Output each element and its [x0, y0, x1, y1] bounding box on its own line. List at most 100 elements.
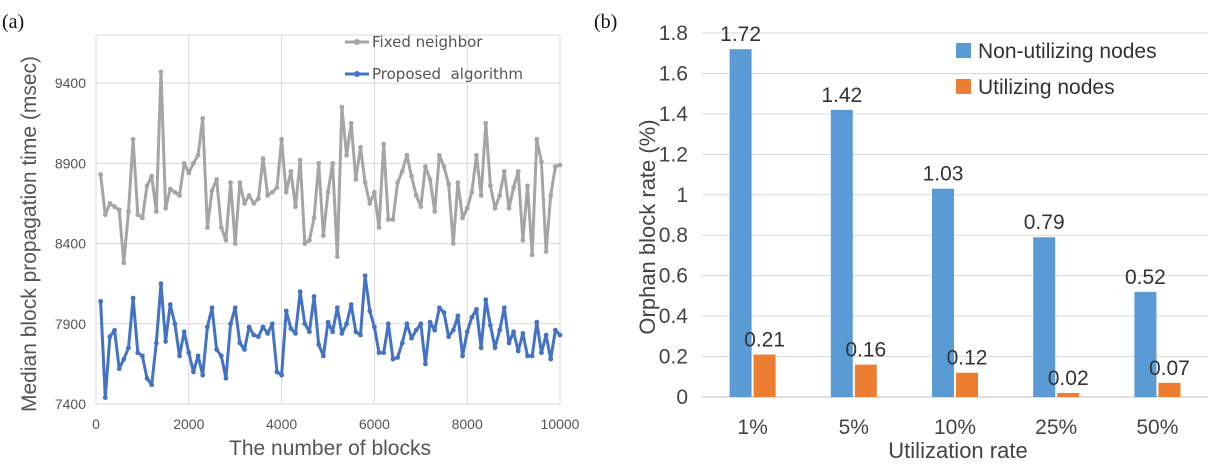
- fixed-neighbor-point: [399, 168, 405, 174]
- proposed-algorithm-point: [395, 355, 400, 360]
- proposed-algorithm-line: [99, 274, 562, 400]
- panel-b-y-tick-label: 1.6: [659, 62, 688, 85]
- proposed-algorithm-point: [237, 340, 243, 346]
- panel-a-legend-label: Proposed algorithm: [372, 65, 523, 83]
- fixed-neighbor-point: [265, 193, 271, 198]
- proposed-algorithm-point: [232, 305, 238, 311]
- proposed-algorithm-point: [172, 321, 178, 327]
- proposed-algorithm-point: [548, 356, 554, 362]
- panel-b-x-axis-label: Utilization rate: [888, 438, 1027, 463]
- fixed-neighbor-point: [362, 180, 368, 186]
- proposed-algorithm-point: [135, 350, 141, 356]
- fixed-neighbor-point: [511, 185, 516, 190]
- proposed-algorithm-point: [474, 306, 479, 312]
- panel-b-category-label: 50%: [1136, 416, 1178, 439]
- panel-a-legend: Fixed neighbor Proposed algorithm: [345, 33, 523, 83]
- proposed-algorithm-point: [214, 347, 220, 352]
- proposed-algorithm-point: [177, 353, 182, 359]
- panel-b-y-ticks: 0 0.2 0.4 0.6 0.8 1 1.2 1.4 1.6 1.8: [659, 22, 689, 409]
- proposed-algorithm-point: [302, 321, 308, 327]
- panel-b-category-label: 10%: [934, 416, 976, 439]
- fixed-neighbor-point: [116, 207, 122, 213]
- proposed-algorithm-point: [293, 331, 298, 336]
- panel-b-y-tick-label: 0: [676, 386, 688, 409]
- panel-b-y-tick-label: 1.8: [659, 22, 688, 45]
- panel-a-x-tick-label: 8000: [452, 416, 483, 432]
- fixed-neighbor-point: [520, 237, 526, 243]
- proposed-algorithm-point: [432, 327, 438, 333]
- proposed-algorithm-point: [492, 345, 498, 351]
- fixed-neighbor-point: [228, 180, 233, 186]
- proposed-algorithm-point: [515, 348, 521, 354]
- utilizing-data-label: 0.12: [947, 347, 988, 370]
- fixed-neighbor-point: [515, 168, 521, 174]
- proposed-algorithm-point: [325, 319, 331, 325]
- fixed-neighbor-point: [325, 189, 331, 195]
- non-utilizing-data-label: 0.79: [1024, 211, 1065, 234]
- fixed-neighbor-point: [256, 196, 261, 202]
- fixed-neighbor-point: [548, 193, 554, 198]
- fixed-neighbor-point: [525, 183, 530, 189]
- proposed-algorithm-point: [520, 331, 526, 336]
- panel-b-category-label: 1%: [737, 416, 767, 439]
- proposed-algorithm-point: [543, 332, 549, 338]
- proposed-algorithm-point: [144, 375, 150, 381]
- proposed-algorithm-point: [344, 321, 349, 327]
- fixed-neighbor-point: [488, 183, 493, 189]
- fixed-neighbor-point: [353, 176, 359, 182]
- proposed-algorithm-point: [529, 353, 535, 359]
- proposed-algorithm-point: [126, 345, 131, 351]
- fixed-neighbor-point: [149, 173, 155, 179]
- fixed-neighbor-point: [260, 156, 266, 161]
- proposed-algorithm-point: [460, 353, 465, 359]
- fixed-neighbor-point: [98, 172, 104, 177]
- proposed-algorithm-point: [362, 273, 368, 279]
- proposed-algorithm-point: [353, 329, 359, 335]
- proposed-algorithm-point: [367, 308, 373, 314]
- fixed-neighbor-point: [293, 204, 298, 210]
- panel-a-y-tick-label: 7900: [55, 316, 86, 332]
- fixed-neighbor-point: [214, 176, 220, 182]
- fixed-neighbor-point: [316, 160, 322, 166]
- proposed-algorithm-point: [112, 327, 117, 333]
- panel-a-plot-frame: [95, 34, 561, 405]
- non-utilizing-data-label: 1.42: [821, 84, 862, 107]
- panel-b-chart: (b) 0 0.2 0.4 0.6 0.8 1 1.2 1.4 1.6 1.8 1% 5% 10% 25…: [594, 11, 1208, 463]
- fixed-neighbor-point: [242, 201, 247, 206]
- fixed-neighbor-point: [107, 201, 113, 206]
- panel-a-x-tick-label: 10000: [541, 416, 580, 432]
- proposed-algorithm-point: [506, 340, 512, 346]
- proposed-algorithm-point: [256, 334, 261, 340]
- panel-a-y-tick-label: 7400: [55, 396, 86, 412]
- panel-b-x-ticks: 1% 5% 10% 25% 50%: [737, 416, 1178, 439]
- panel-b-tag: (b): [594, 11, 617, 33]
- fixed-neighbor-point: [409, 173, 414, 179]
- proposed-algorithm-point: [348, 302, 354, 307]
- fixed-neighbor-point: [395, 180, 400, 186]
- panel-a-y-ticks: 7400 7900 8400 8900 9400: [55, 75, 86, 412]
- proposed-algorithm-point: [195, 353, 201, 359]
- proposed-algorithm-point: [251, 332, 257, 338]
- proposed-algorithm-point: [191, 369, 196, 375]
- panel-a-y-axis-label: Median block propagation time (msec): [18, 56, 41, 412]
- utilizing-bar: [753, 354, 776, 397]
- proposed-algorithm-point: [130, 295, 136, 301]
- fixed-neighbor-point: [153, 209, 159, 214]
- proposed-algorithm-point: [399, 340, 405, 346]
- proposed-algorithm-point: [501, 305, 507, 311]
- fixed-neighbor-point: [464, 205, 470, 211]
- utilizing-data-label: 0.16: [845, 339, 886, 362]
- fixed-neighbor-point: [140, 215, 145, 221]
- proposed-algorithm-point: [153, 340, 159, 346]
- proposed-algorithm-point: [274, 369, 280, 375]
- fixed-neighbor-point: [102, 212, 108, 218]
- proposed-algorithm-point: [330, 329, 336, 335]
- proposed-algorithm-point: [200, 372, 206, 378]
- fixed-neighbor-point: [126, 209, 131, 214]
- panel-a-legend-marker: [354, 71, 360, 77]
- fixed-neighbor-point: [469, 189, 475, 195]
- proposed-algorithm-point: [316, 342, 322, 348]
- proposed-algorithm-point: [209, 305, 215, 311]
- panel-a-y-tick-label: 8400: [55, 236, 86, 252]
- fixed-neighbor-point: [237, 180, 243, 186]
